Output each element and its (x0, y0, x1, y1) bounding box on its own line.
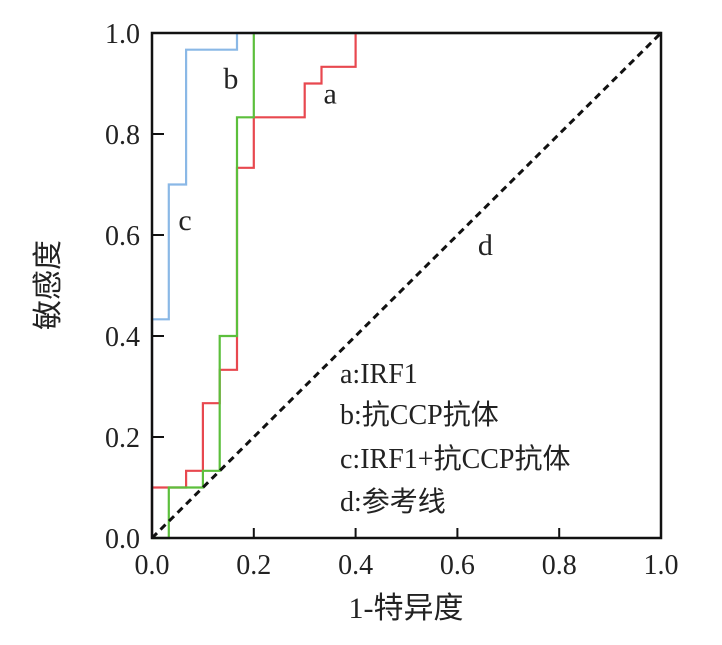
ticks-layer: 0.0 0.2 0.4 0.6 0.8 1.0 0.0 0.2 0.4 0.6 0.8 1.0 (105, 19, 679, 581)
legend-entry: a:IRF1 (340, 359, 418, 390)
y-tick-label: 0.8 (105, 120, 140, 151)
y-axis-label: 敏感度 (32, 240, 65, 330)
x-tick-label: 0.6 (440, 550, 475, 581)
legend: a:IRF1 b:抗CCP抗体 c:IRF1+抗CCP抗体 d:参考线 (340, 359, 571, 518)
series-layer (150, 31, 663, 540)
legend-entry: d:参考线 (340, 486, 446, 518)
roc-curve-c (150, 31, 661, 538)
x-tick-label: 0.8 (542, 550, 577, 581)
x-axis-label: 1-特异度 (349, 592, 464, 625)
x-tick-label: 0.2 (236, 550, 271, 581)
y-tick-label: 0.0 (105, 524, 140, 555)
y-tick-label: 0.4 (105, 322, 140, 353)
y-tick-label: 0.2 (105, 423, 140, 454)
x-tick-label: 1.0 (644, 550, 679, 581)
curve-label-d: d (478, 229, 493, 262)
x-tick-label: 0.4 (338, 550, 373, 581)
curve-label-a: a (323, 78, 336, 111)
plot-frame (150, 31, 663, 540)
x-tick-label: 0.0 (135, 550, 170, 581)
roc-curve-b (152, 31, 661, 540)
legend-entry: b:抗CCP抗体 (340, 399, 499, 431)
curve-label-b: b (223, 63, 238, 96)
y-tick-label: 0.6 (105, 221, 140, 252)
legend-entry: c:IRF1+抗CCP抗体 (340, 443, 571, 475)
y-tick-label: 1.0 (105, 19, 140, 50)
curve-labels: a b c d (178, 63, 492, 263)
curve-label-c: c (178, 204, 191, 237)
